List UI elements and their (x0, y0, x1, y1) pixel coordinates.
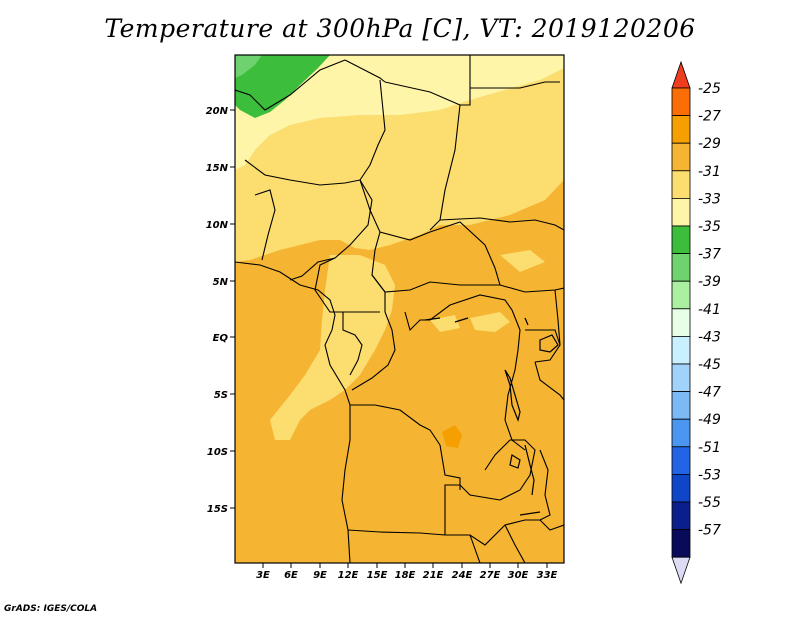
colorbar-label: -57 (698, 523, 721, 539)
lon-label: 3E (256, 570, 270, 581)
lon-label: 27E (480, 570, 501, 581)
field-t33-patch1 (470, 312, 510, 332)
field-t29-spot (442, 425, 462, 448)
lon-axis: 3E 6E 9E 12E 15E 18E 21E 24E 27E 30E 33E (256, 563, 558, 581)
lat-axis: 20N 15N 10N 5N EQ 5S 10S 15S (206, 106, 235, 515)
contour-fields (235, 55, 564, 563)
lat-label: EQ (213, 333, 229, 344)
colorbar-label: -55 (698, 495, 721, 511)
colorbar-label: -29 (698, 136, 721, 152)
colorbar-swatch (671, 529, 691, 558)
colorbar-swatch (671, 115, 691, 144)
colorbar-label: -43 (698, 329, 721, 345)
colorbar-swatch (671, 170, 691, 199)
colorbar-label: -35 (698, 219, 721, 235)
country-borders (235, 55, 564, 563)
lat-label: 10N (206, 220, 229, 231)
colorbar-swatch (671, 253, 691, 282)
colorbar-swatch (671, 197, 691, 227)
colorbar-label: -31 (698, 164, 721, 180)
lon-label: 18E (395, 570, 416, 581)
colorbar-swatch (671, 225, 691, 255)
colorbar-swatch (671, 418, 691, 448)
colorbar-swatch (671, 335, 691, 365)
colorbar-swatch (671, 308, 691, 337)
colorbar-label: -37 (698, 247, 721, 263)
colorbar-swatch (671, 446, 691, 475)
colorbar-label: -49 (698, 412, 721, 428)
colorbar-label: -47 (698, 385, 721, 401)
colorbar-bottom-arrow (671, 556, 691, 585)
lon-label: 6E (284, 570, 298, 581)
lat-label: 15N (206, 163, 229, 174)
colorbar-label: -27 (698, 109, 721, 125)
lat-label: 10S (207, 447, 228, 458)
lakes (424, 317, 559, 516)
colorbar-swatch (671, 87, 691, 117)
lon-label: 9E (313, 570, 327, 581)
grads-credit: GrADS: IGES/COLA (4, 604, 98, 614)
colorbar-label: -53 (698, 467, 721, 483)
colorbar-swatch (671, 142, 691, 172)
colorbar-top-arrow (671, 60, 691, 89)
lat-label: 5N (213, 277, 229, 288)
colorbar-label: -45 (698, 357, 721, 373)
lon-label: 15E (367, 570, 388, 581)
colorbar-swatch (671, 363, 691, 393)
colorbar-label: -39 (698, 274, 721, 290)
lon-label: 24E (452, 570, 473, 581)
field-t37-light (235, 55, 262, 78)
colorbar-label: -25 (698, 81, 721, 97)
colorbar-swatch (671, 501, 691, 531)
map-frame (234, 54, 565, 564)
colorbar-label: -33 (698, 191, 721, 207)
field-t33-central (270, 255, 395, 440)
field-t33-patch3 (500, 250, 545, 272)
colorbar-label: -51 (698, 440, 721, 456)
colorbar-swatch (671, 391, 691, 420)
field-t35-north (235, 55, 564, 170)
field-t33-patch2 (430, 315, 460, 332)
colorbar-swatch (671, 280, 691, 310)
colorbar: -25 -27 -29 -31 -33 -35 -37 -39 -41 -43 -45 -47 -49 -… (671, 60, 721, 585)
colorbar-label: -41 (698, 302, 721, 318)
lat-label: 20N (206, 106, 229, 117)
lat-label: 5S (214, 390, 228, 401)
colorbar-swatch (671, 473, 691, 503)
lon-label: 12E (338, 570, 359, 581)
lat-label: 15S (207, 504, 228, 515)
lon-label: 33E (537, 570, 558, 581)
lon-label: 30E (508, 570, 529, 581)
map-title: Temperature at 300hPa [C], VT: 201912020… (104, 14, 696, 43)
field-t37 (235, 55, 330, 118)
lon-label: 21E (423, 570, 444, 581)
